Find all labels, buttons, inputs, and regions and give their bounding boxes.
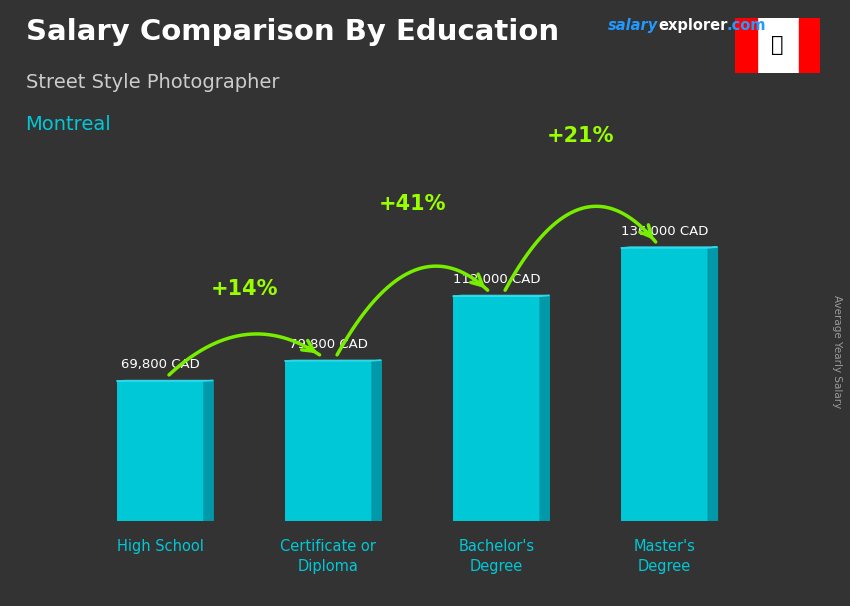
Text: Master's
Degree: Master's Degree	[633, 539, 695, 574]
Text: High School: High School	[116, 539, 204, 554]
Bar	[799, 18, 820, 73]
Text: Certificate or
Diploma: Certificate or Diploma	[280, 539, 377, 574]
Text: Montreal: Montreal	[26, 115, 111, 134]
Text: Bachelor's
Degree: Bachelor's Degree	[458, 539, 535, 574]
Text: 69,800 CAD: 69,800 CAD	[121, 358, 200, 371]
FancyBboxPatch shape	[116, 381, 204, 521]
Text: 112,000 CAD: 112,000 CAD	[453, 273, 540, 286]
Text: explorer: explorer	[659, 18, 728, 33]
Text: 79,800 CAD: 79,800 CAD	[289, 338, 368, 351]
Bar	[756, 18, 799, 73]
Polygon shape	[204, 381, 213, 521]
FancyBboxPatch shape	[453, 296, 540, 521]
Bar	[735, 18, 756, 73]
Text: Salary Comparison By Education: Salary Comparison By Education	[26, 18, 558, 46]
Text: +21%: +21%	[547, 125, 615, 145]
Text: Average Yearly Salary: Average Yearly Salary	[832, 295, 842, 408]
Text: +41%: +41%	[378, 194, 446, 214]
Text: 136,000 CAD: 136,000 CAD	[620, 225, 708, 238]
Polygon shape	[453, 295, 549, 296]
Polygon shape	[540, 295, 549, 521]
Polygon shape	[372, 361, 382, 521]
Text: +14%: +14%	[211, 279, 278, 299]
FancyBboxPatch shape	[620, 248, 708, 521]
Text: Street Style Photographer: Street Style Photographer	[26, 73, 279, 92]
Polygon shape	[620, 247, 717, 248]
FancyBboxPatch shape	[285, 361, 372, 521]
Text: salary: salary	[608, 18, 658, 33]
Text: 🍁: 🍁	[772, 35, 784, 56]
Text: .com: .com	[727, 18, 766, 33]
Polygon shape	[708, 247, 717, 521]
